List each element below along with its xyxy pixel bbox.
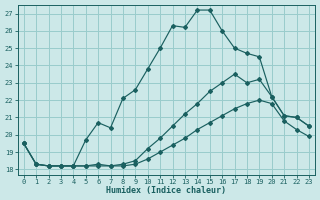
- X-axis label: Humidex (Indice chaleur): Humidex (Indice chaleur): [106, 186, 226, 195]
